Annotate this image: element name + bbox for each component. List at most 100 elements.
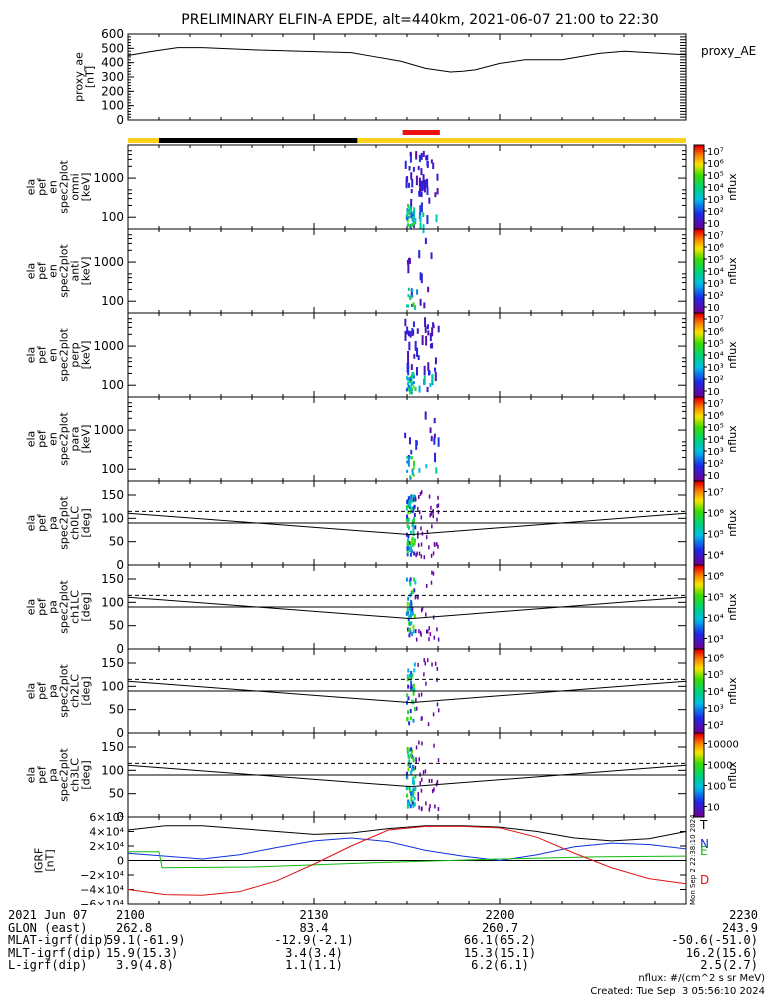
spec-cell [426, 324, 429, 330]
colorbar-cell [694, 628, 704, 631]
colorbar-cell [694, 781, 704, 784]
colorbar-tick-label: 10⁶ [707, 159, 724, 170]
spec-cell [411, 471, 414, 475]
pa-cell [409, 685, 412, 690]
pa-cell [411, 764, 414, 769]
colorbar-cell [694, 596, 704, 600]
pa-cell [428, 637, 430, 642]
colorbar-cell [694, 289, 704, 293]
spec-cell [409, 387, 412, 391]
plot-title: PRELIMINARY ELFIN-A EPDE, alt=440km, 202… [181, 12, 658, 28]
y-tick-label: 100 [101, 679, 124, 693]
pa-cell [432, 509, 435, 514]
colorbar-cell [694, 762, 704, 765]
pa-cell [412, 791, 415, 796]
colorbar-cell [694, 182, 704, 186]
colorbar-cell [694, 371, 704, 375]
spec-cell [412, 381, 415, 385]
footer-row: GLON (east) 262.8 83.4 260.7 243.9 [8, 921, 768, 935]
footer-value: 16.2(15.6) [685, 945, 758, 960]
spec-cell [409, 151, 412, 156]
pa-cell [411, 754, 414, 759]
colorbar-cell [694, 703, 704, 707]
pa-cell [410, 599, 413, 604]
y-tick-label: 50 [109, 703, 124, 717]
colorbar-cell [694, 684, 704, 688]
pa-cell [436, 504, 438, 509]
pa-cell [411, 686, 414, 691]
pa-cell [412, 494, 415, 499]
spec-cell [427, 330, 430, 336]
pa-cell [414, 497, 417, 502]
footer-row-label: L-igrf(dip) [8, 958, 88, 972]
y-tick-label: 50 [109, 787, 124, 801]
pa-cell [409, 804, 412, 809]
spec-cell [426, 160, 429, 166]
pa-cell [412, 767, 415, 772]
pa-cell [411, 523, 414, 528]
colorbar-cell [694, 428, 704, 432]
colorbar-tick-label: 10⁶ [707, 243, 724, 254]
spec-cell [420, 191, 423, 198]
spec-cell [414, 305, 417, 310]
pa-cell [406, 746, 409, 751]
spec-cell [406, 455, 409, 459]
colorbar-cell [694, 632, 704, 635]
spec-cell [419, 298, 422, 306]
colorbar-cell [694, 334, 704, 337]
colorbar-cell [694, 447, 704, 450]
colorbar-cell [694, 567, 704, 570]
colorbar-tick-label: 10² [707, 207, 724, 218]
colorbar-cell [694, 403, 704, 406]
colorbar-tick-label: 10⁴ [707, 183, 724, 194]
pa-cell [436, 677, 438, 682]
colorbar-cell [694, 323, 704, 327]
pa-cell [432, 615, 435, 620]
colorbar-tick-label: 10⁷ [707, 315, 724, 326]
colorbar-cell [694, 745, 704, 749]
colorbar-cell [694, 544, 704, 547]
pa-cell [413, 707, 416, 712]
spec-cell [406, 469, 409, 473]
colorbar-cell [694, 718, 704, 721]
y-tick-label: 200 [101, 84, 124, 98]
pa-cell [412, 506, 415, 511]
pa-cell [406, 523, 409, 528]
pa-cell [415, 637, 418, 642]
colorbar-cell [694, 699, 704, 702]
colorbar-cell [694, 313, 704, 316]
pa-cell [405, 505, 408, 510]
colorbar-cell [694, 577, 704, 581]
pa-cell [426, 658, 429, 663]
spec-cell [408, 215, 411, 219]
colorbar-cell [694, 772, 704, 776]
colorbar-tick-label: 10⁵ [707, 670, 724, 681]
footer-value: 59.1(-61.9) [106, 933, 186, 947]
colorbar-cell [694, 300, 704, 303]
colorbar-cell [694, 472, 704, 476]
colorbar-cell [694, 575, 704, 579]
pa-cell [409, 577, 412, 582]
colorbar-cell [694, 382, 704, 385]
pa-cell [418, 693, 420, 698]
spec-cell [425, 335, 428, 346]
colorbar-cell [694, 667, 704, 671]
y-tick-label: 100 [101, 511, 124, 525]
pa-cell [417, 531, 419, 536]
pa-cell [407, 803, 410, 808]
y-tick-label: 0 [116, 810, 124, 824]
colorbar-cell [694, 281, 704, 285]
spec-cell [409, 223, 412, 230]
spec-cell [409, 331, 412, 338]
pa-cell [411, 801, 414, 806]
colorbar-cell [694, 541, 704, 545]
igrf-axis-title: IGRF[nT] [33, 848, 57, 874]
spec-cell [437, 437, 440, 447]
loss-cone-line [127, 512, 687, 536]
colorbar-cell [694, 592, 704, 595]
colorbar-cell [694, 390, 704, 394]
spec-cell [415, 151, 418, 160]
colorbar-cell [694, 514, 704, 518]
pa-cell [413, 668, 416, 673]
spec-cell [410, 364, 413, 371]
